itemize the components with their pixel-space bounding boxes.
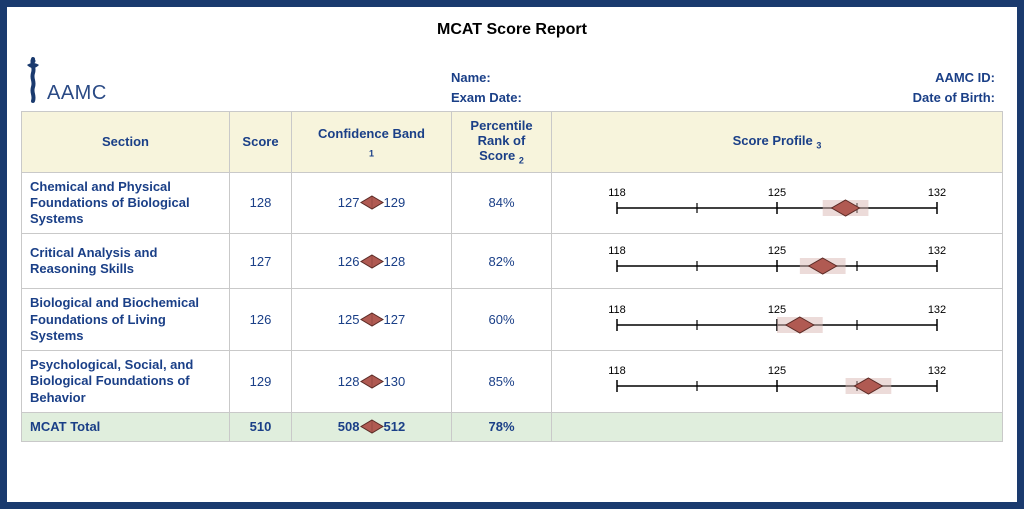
aamc-logo-icon xyxy=(21,57,45,107)
table-row: Critical Analysis and Reasoning Skills 1… xyxy=(22,234,1003,289)
section-name: Chemical and Physical Foundations of Bio… xyxy=(22,172,230,234)
score-profile: 118 125 132 xyxy=(552,234,1003,289)
svg-text:132: 132 xyxy=(928,245,946,257)
dob-label: Date of Birth: xyxy=(541,88,995,108)
logo-block: AAMC xyxy=(21,57,241,107)
header-right: AAMC ID: Date of Birth: xyxy=(541,68,1003,107)
aamc-id-label: AAMC ID: xyxy=(541,68,995,88)
section-name: Biological and Biochemical Foundations o… xyxy=(22,289,230,351)
confidence-band: 127 129 xyxy=(292,172,452,234)
score-profile: 118 125 132 xyxy=(552,172,1003,234)
svg-text:132: 132 xyxy=(928,365,946,377)
header-row: AAMC Name: Exam Date: AAMC ID: Date of B… xyxy=(21,57,1003,107)
total-band: 508 512 xyxy=(292,412,452,441)
table-row: Biological and Biochemical Foundations o… xyxy=(22,289,1003,351)
col-band: Confidence Band 1 xyxy=(292,112,452,173)
col-profile: Score Profile 3 xyxy=(552,112,1003,173)
logo-text: AAMC xyxy=(47,82,107,107)
score-table: Section Score Confidence Band 1 Percenti… xyxy=(21,111,1003,442)
table-header-row: Section Score Confidence Band 1 Percenti… xyxy=(22,112,1003,173)
svg-text:118: 118 xyxy=(608,304,626,316)
score-value: 128 xyxy=(230,172,292,234)
exam-date-label: Exam Date: xyxy=(451,88,541,108)
svg-text:132: 132 xyxy=(928,187,946,199)
percentile-rank: 85% xyxy=(452,351,552,413)
header-mid: Name: Exam Date: xyxy=(241,68,541,107)
score-value: 127 xyxy=(230,234,292,289)
total-score: 510 xyxy=(230,412,292,441)
svg-text:125: 125 xyxy=(768,187,786,199)
percentile-rank: 60% xyxy=(452,289,552,351)
col-pct: Percentile Rank of Score 2 xyxy=(452,112,552,173)
col-section: Section xyxy=(22,112,230,173)
col-band-text: Confidence Band xyxy=(318,126,425,141)
percentile-rank: 84% xyxy=(452,172,552,234)
svg-text:125: 125 xyxy=(768,245,786,257)
total-pct: 78% xyxy=(452,412,552,441)
confidence-band: 125 127 xyxy=(292,289,452,351)
score-value: 126 xyxy=(230,289,292,351)
total-profile-empty xyxy=(552,412,1003,441)
total-row: MCAT Total 510 508 512 78% xyxy=(22,412,1003,441)
report-frame: MCAT Score Report AAMC Name: Exam Date: … xyxy=(0,0,1024,509)
score-profile: 118 125 132 xyxy=(552,351,1003,413)
score-profile: 118 125 132 xyxy=(552,289,1003,351)
col-band-sup: 1 xyxy=(369,148,374,158)
col-score: Score xyxy=(230,112,292,173)
section-name: Psychological, Social, and Biological Fo… xyxy=(22,351,230,413)
col-profile-text: Score Profile xyxy=(733,133,813,148)
table-row: Psychological, Social, and Biological Fo… xyxy=(22,351,1003,413)
report-title: MCAT Score Report xyxy=(21,21,1003,39)
percentile-rank: 82% xyxy=(452,234,552,289)
total-label: MCAT Total xyxy=(22,412,230,441)
svg-text:125: 125 xyxy=(768,365,786,377)
svg-text:125: 125 xyxy=(768,304,786,316)
confidence-band: 128 130 xyxy=(292,351,452,413)
svg-text:118: 118 xyxy=(608,187,626,199)
table-row: Chemical and Physical Foundations of Bio… xyxy=(22,172,1003,234)
svg-text:118: 118 xyxy=(608,245,626,257)
svg-text:132: 132 xyxy=(928,304,946,316)
col-pct-sup: 2 xyxy=(519,156,524,166)
score-value: 129 xyxy=(230,351,292,413)
name-label: Name: xyxy=(451,68,541,88)
col-profile-sup: 3 xyxy=(816,141,821,151)
section-name: Critical Analysis and Reasoning Skills xyxy=(22,234,230,289)
confidence-band: 126 128 xyxy=(292,234,452,289)
svg-text:118: 118 xyxy=(608,365,626,377)
